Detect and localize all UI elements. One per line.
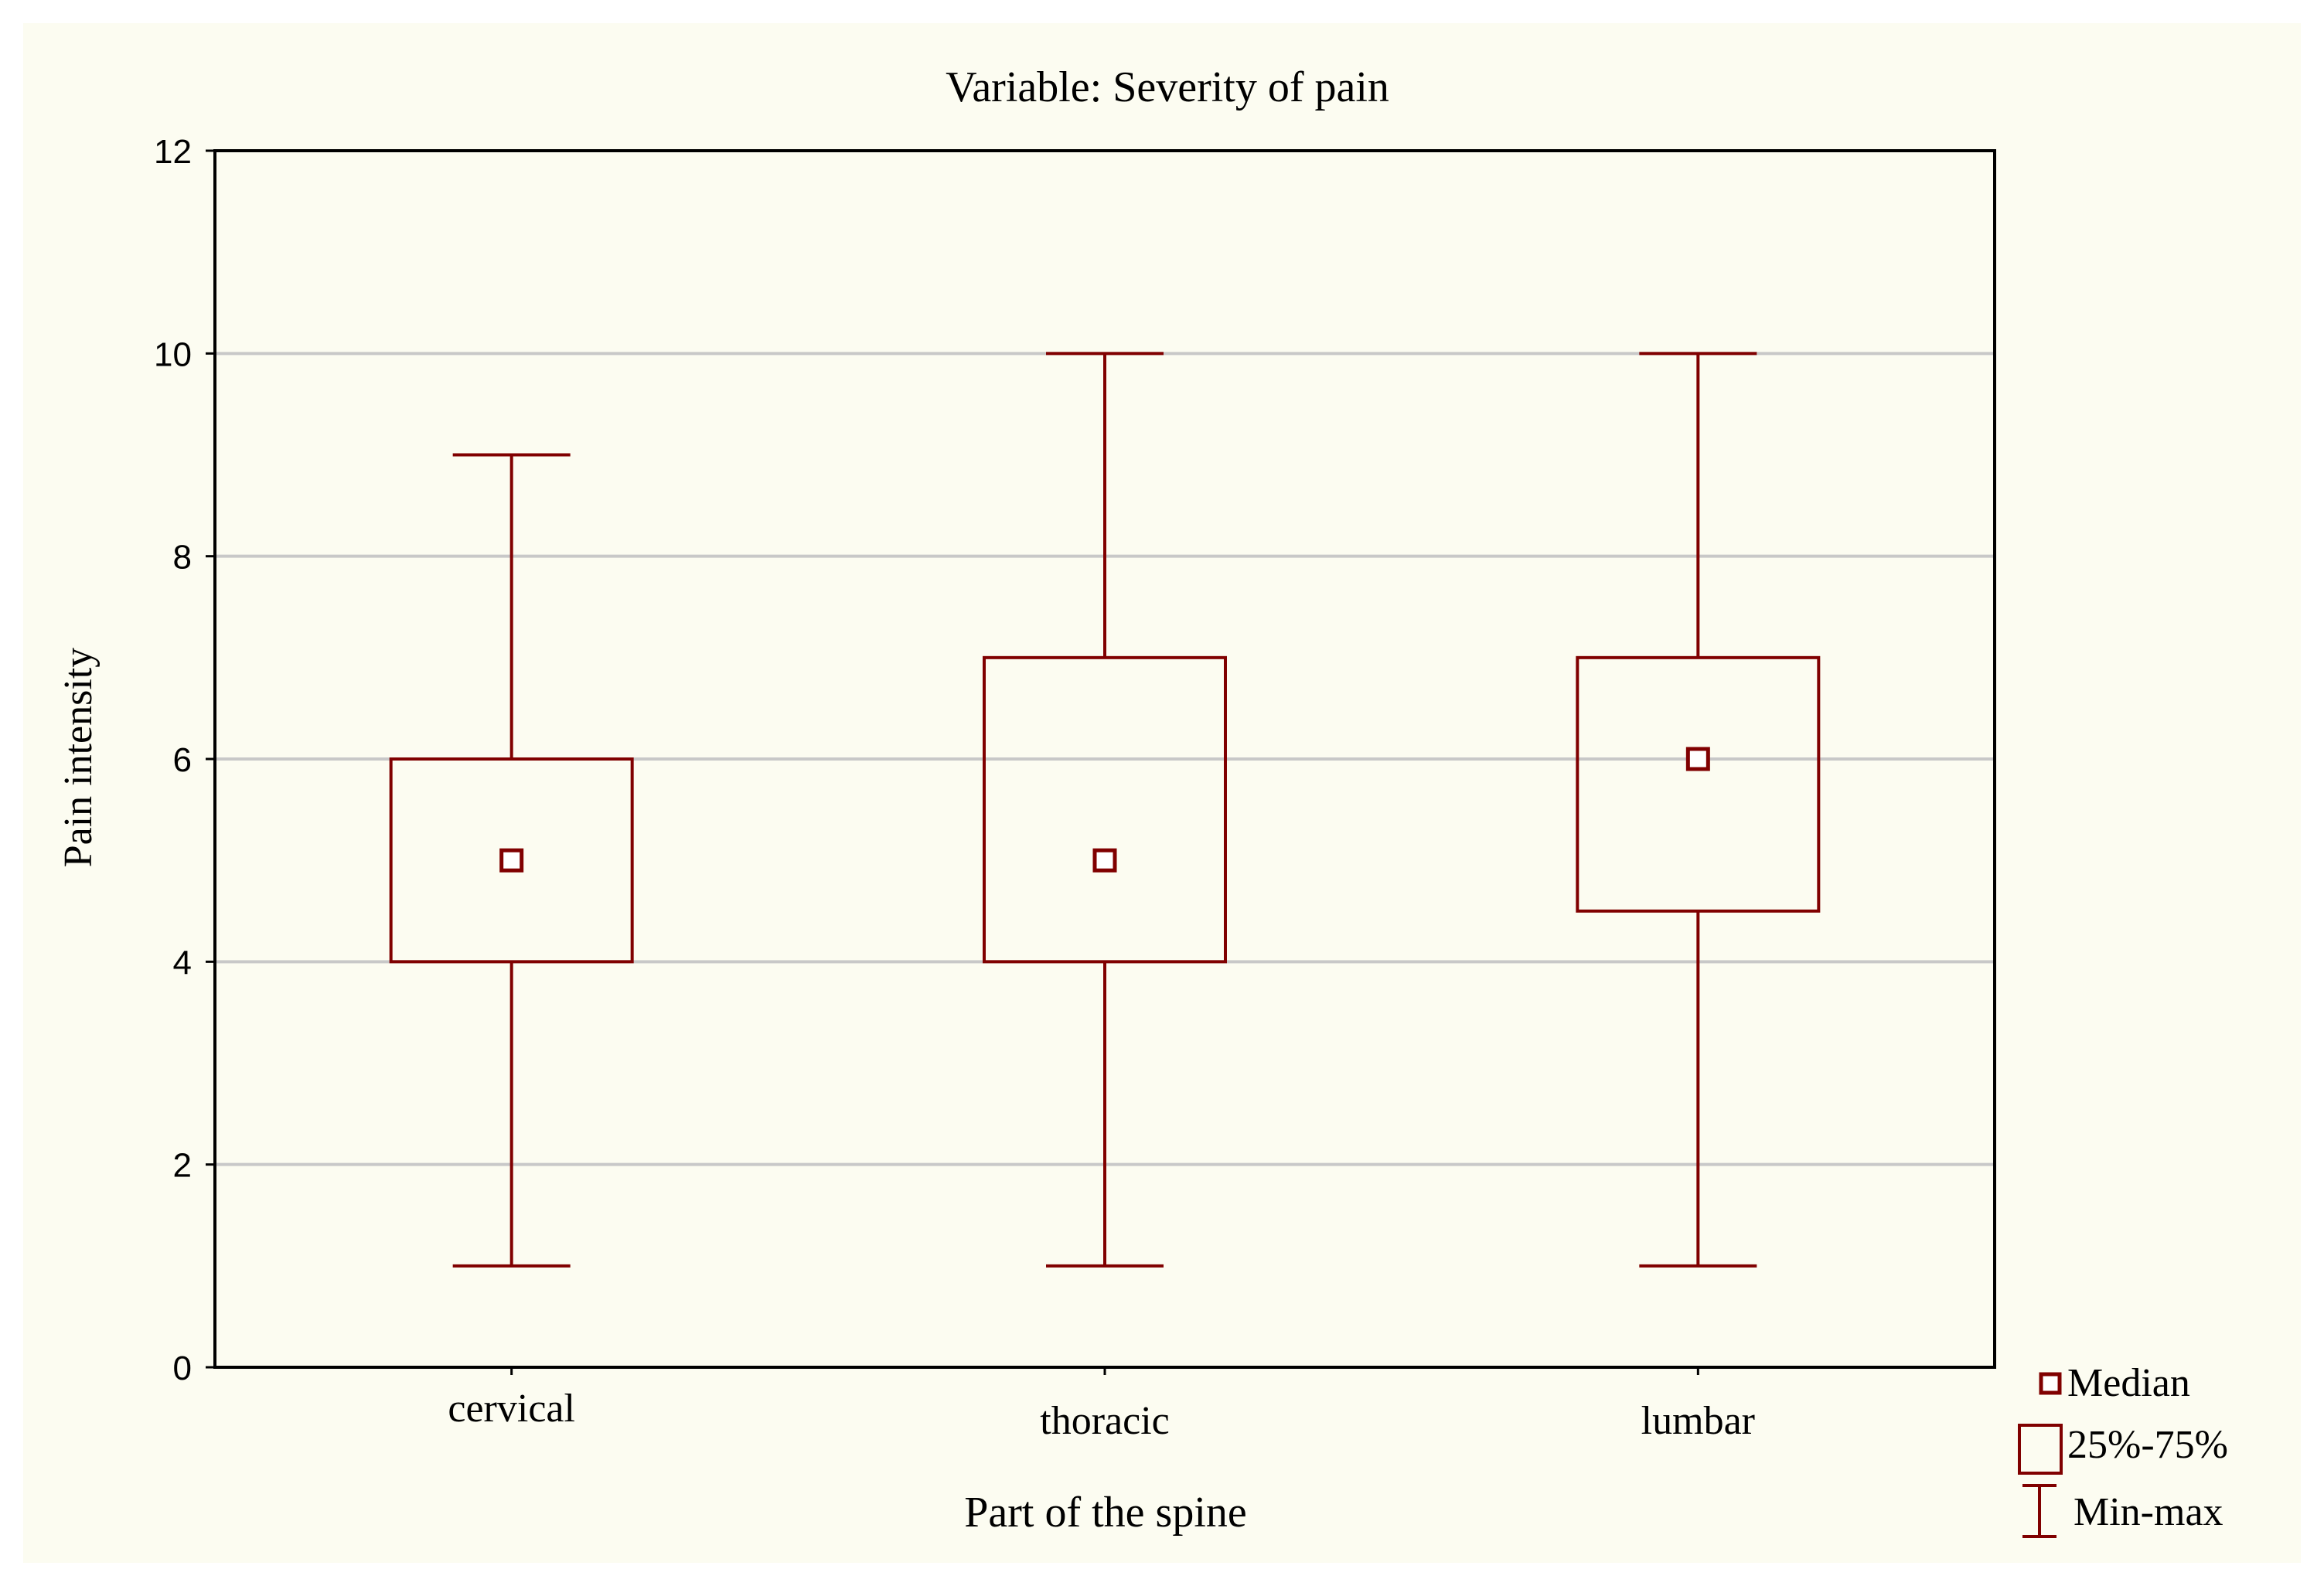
legend-label: 25%-75%	[2067, 1423, 2228, 1467]
median-marker	[1685, 747, 1710, 771]
iqr-box	[1576, 655, 1821, 913]
y-tick-label: 4	[173, 944, 192, 982]
y-tick-label: 8	[173, 539, 192, 577]
chart-title: Variable: Severity of pain	[946, 63, 1389, 111]
x-axis-ticks: cervical thoracic lumbar	[448, 1367, 1755, 1443]
y-tick-label: 2	[173, 1147, 192, 1185]
iqr-box	[389, 757, 634, 964]
box-thoracic	[983, 352, 1227, 1268]
y-axis-ticks: 0 2 4 6 8 10 12	[154, 133, 215, 1387]
y-tick-label: 10	[154, 335, 192, 373]
box-series	[389, 352, 1821, 1268]
legend-median-symbol	[2039, 1372, 2062, 1395]
chart-area	[23, 23, 2301, 1563]
x-axis-label: Part of the spine	[964, 1489, 1246, 1537]
x-tick-label: lumbar	[1641, 1399, 1755, 1443]
x-tick-label: cervical	[448, 1387, 575, 1431]
box-lumbar	[1576, 352, 1821, 1268]
iqr-box	[983, 655, 1227, 964]
plot-border	[213, 149, 1996, 1369]
legend-label: Min-max	[2074, 1490, 2223, 1534]
legend-label: Median	[2067, 1361, 2190, 1405]
legend: Median 25%-75% Min-max	[2018, 1361, 2228, 1538]
y-tick-label: 12	[154, 133, 192, 171]
legend-box-symbol	[2018, 1424, 2063, 1475]
median-marker	[499, 848, 524, 873]
y-axis-label: Pain intensity	[56, 648, 101, 868]
y-tick-label: 0	[173, 1349, 192, 1387]
y-tick-label: 6	[173, 741, 192, 779]
box-cervical	[389, 453, 634, 1268]
x-tick-label: thoracic	[1040, 1399, 1169, 1443]
median-marker	[1092, 848, 1117, 873]
